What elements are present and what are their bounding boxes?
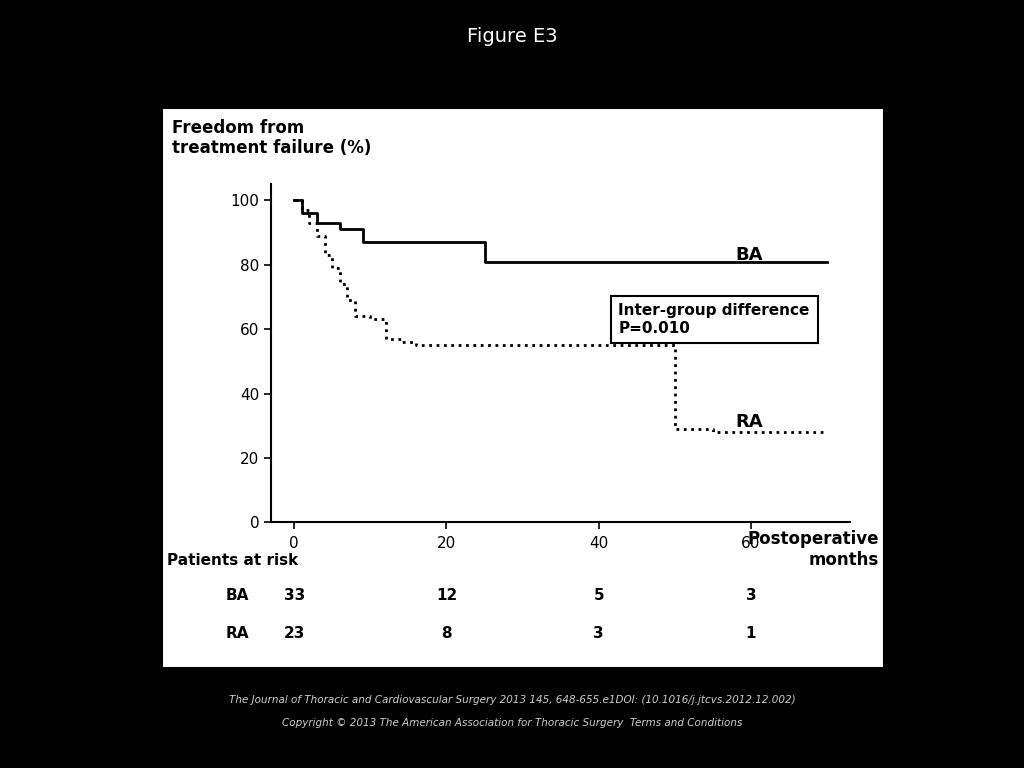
- Text: 23: 23: [284, 626, 305, 641]
- Text: 5: 5: [593, 588, 604, 603]
- Text: 33: 33: [284, 588, 305, 603]
- Text: 3: 3: [593, 626, 604, 641]
- Text: RA: RA: [225, 626, 249, 641]
- Text: Patients at risk: Patients at risk: [167, 553, 298, 568]
- Text: BA: BA: [735, 246, 763, 264]
- Text: 1: 1: [745, 626, 756, 641]
- Text: Figure E3: Figure E3: [467, 27, 557, 46]
- Text: BA: BA: [225, 588, 249, 603]
- Text: 8: 8: [441, 626, 452, 641]
- Text: Copyright © 2013 The American Association for Thoracic Surgery  Terms and Condit: Copyright © 2013 The American Associatio…: [282, 718, 742, 728]
- Text: 12: 12: [436, 588, 457, 603]
- Text: Inter-group difference
P=0.010: Inter-group difference P=0.010: [618, 303, 810, 336]
- Text: RA: RA: [735, 413, 763, 432]
- Text: 3: 3: [745, 588, 757, 603]
- Text: The Journal of Thoracic and Cardiovascular Surgery 2013 145, 648-655.e1DOI: (10.: The Journal of Thoracic and Cardiovascul…: [228, 695, 796, 705]
- Text: Postoperative
months: Postoperative months: [748, 530, 879, 569]
- Text: Freedom from
treatment failure (%): Freedom from treatment failure (%): [172, 118, 372, 157]
